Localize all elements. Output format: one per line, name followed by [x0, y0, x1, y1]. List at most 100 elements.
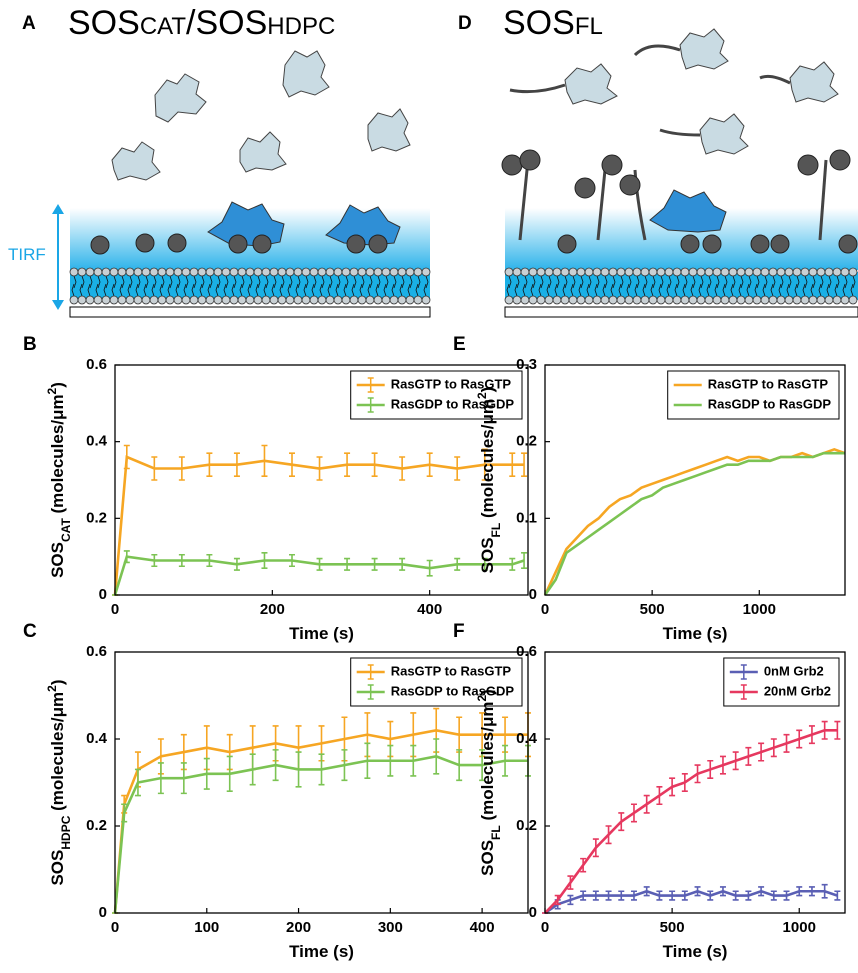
lipid-tail: [786, 275, 792, 297]
lipid-tail: [391, 275, 397, 297]
lipid-tail: [207, 275, 213, 297]
y-tick-label: 0.3: [516, 356, 537, 373]
lipid-tail: [834, 275, 840, 297]
lipid-tail: [423, 275, 429, 297]
x-tick-label: 0: [111, 919, 119, 936]
lipid-head: [672, 295, 682, 305]
lipid-head: [776, 267, 786, 277]
series-line: [544, 889, 838, 915]
y-tick-label: 0.6: [86, 356, 107, 373]
lipid-head: [269, 267, 279, 277]
lipid-head: [317, 295, 327, 305]
lipid-head: [197, 295, 207, 305]
lipid-head: [149, 295, 159, 305]
title-part: SOS: [68, 4, 140, 42]
lipid-head: [704, 267, 714, 277]
lipid-tail: [706, 275, 712, 297]
lipid-tail: [690, 275, 696, 297]
lipid-head: [85, 267, 95, 277]
lipid-tail: [802, 275, 808, 297]
lipid-tail: [674, 275, 680, 297]
lipid-head: [213, 267, 223, 277]
lipid-tail: [538, 275, 544, 297]
legend-label: RasGTP to RasGTP: [391, 376, 512, 391]
y-tick-label: 0.6: [516, 643, 537, 660]
series-line: [113, 455, 525, 596]
lipid-head: [504, 295, 514, 305]
y-label-part: (molecules/μm: [48, 394, 67, 518]
lipid-tail: [658, 275, 664, 297]
lipid-tail: [327, 275, 333, 297]
lipid-head: [93, 267, 103, 277]
x-tick-label: 0: [541, 601, 549, 618]
lipid-tail: [95, 275, 101, 297]
axes-box: [114, 364, 529, 596]
lipid-head: [712, 267, 722, 277]
lipid-head: [592, 267, 602, 277]
lipid-tail: [730, 275, 736, 297]
lipid-head: [832, 267, 842, 277]
legend-label: 0nM Grb2: [764, 663, 824, 678]
y-label-part: 2: [45, 387, 59, 394]
lipid-head: [648, 295, 658, 305]
lipid-tail: [87, 275, 93, 297]
lipid-head: [640, 295, 650, 305]
lipid-tail: [650, 275, 656, 297]
x-tick-label: 400: [470, 919, 495, 936]
legend-label: RasGTP to RasGTP: [708, 376, 829, 391]
panel-letter: D: [458, 13, 472, 34]
lipid-head: [600, 267, 610, 277]
legend-errbar: [367, 397, 374, 413]
lipid-head: [520, 267, 530, 277]
lipid-head: [696, 295, 706, 305]
legend-errbar: [367, 377, 374, 393]
y-tick-label: 0.2: [516, 433, 537, 450]
lipid-head: [293, 267, 303, 277]
lipid-head: [389, 267, 399, 277]
lipid-head: [157, 295, 167, 305]
lipid-head: [544, 267, 554, 277]
lipid-head: [261, 267, 271, 277]
legend-errbar: [740, 684, 747, 700]
series-line: [543, 451, 845, 596]
y-tick-label: 0.4: [86, 730, 108, 747]
y-label-part: SOS: [478, 840, 497, 876]
lipid-head: [696, 267, 706, 277]
lipid-head: [720, 267, 730, 277]
lipid-head: [237, 267, 247, 277]
lipid-tail: [127, 275, 133, 297]
lipid-tail: [506, 275, 512, 297]
axes-box: [544, 364, 846, 596]
lipid-head: [584, 295, 594, 305]
lipid-tail: [794, 275, 800, 297]
y-axis-label: SOSCAT (molecules/μm2): [45, 382, 73, 578]
lipid-tail: [746, 275, 752, 297]
title-part: /SOS: [186, 4, 267, 42]
lipid-head: [93, 295, 103, 305]
lipid-tail: [738, 275, 744, 297]
y-label-part: SOS: [48, 850, 67, 886]
lipid-head: [664, 295, 674, 305]
lipid-head: [269, 295, 279, 305]
title-part: FL: [575, 13, 603, 40]
lipid-head: [776, 295, 786, 305]
lipid-tail: [383, 275, 389, 297]
x-tick-label: 500: [660, 919, 685, 936]
y-axis-label: SOSHDPC (molecules/μm2): [45, 679, 73, 885]
lipid-head: [768, 267, 778, 277]
lipid-head: [576, 267, 586, 277]
legend-errbar: [367, 664, 374, 680]
lipid-tail: [167, 275, 173, 297]
lipid-head: [560, 295, 570, 305]
y-tick-label: 0.4: [86, 433, 108, 450]
lipid-head: [285, 295, 295, 305]
lipid-head: [608, 295, 618, 305]
lipid-head: [237, 295, 247, 305]
lipid-tail: [578, 275, 584, 297]
lipid-tail: [407, 275, 413, 297]
lipid-head: [109, 267, 119, 277]
lipid-tail: [239, 275, 245, 297]
panel-title: SOSCAT/SOSHDPC: [68, 4, 335, 42]
